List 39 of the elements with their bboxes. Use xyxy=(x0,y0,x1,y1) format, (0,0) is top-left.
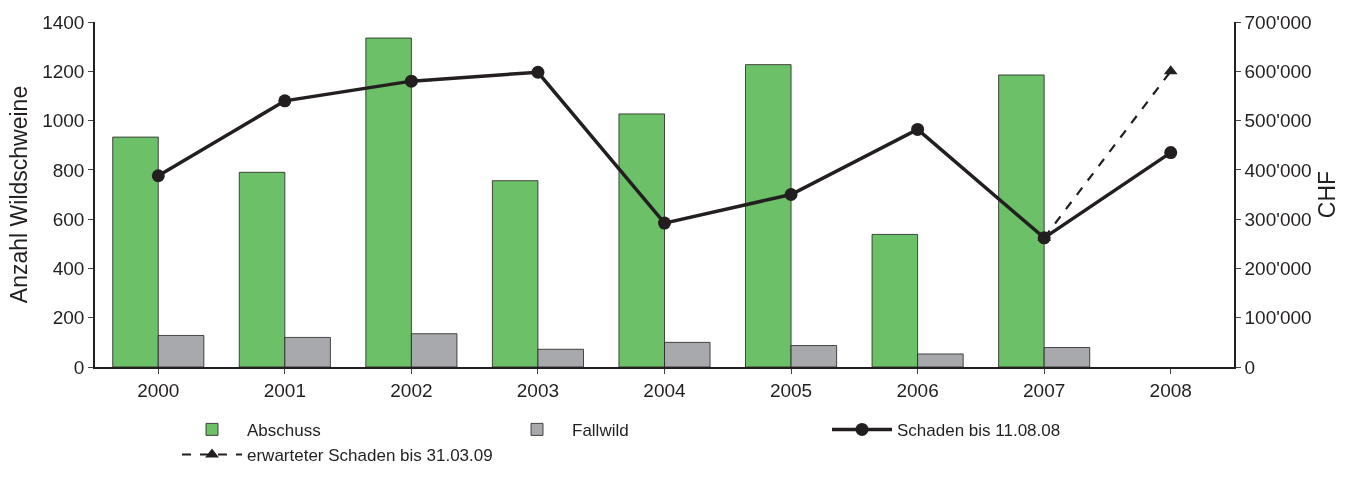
y-tick-label: 600 xyxy=(52,208,85,230)
x-tick-label: 2003 xyxy=(516,379,560,401)
y-tick-label: 0 xyxy=(73,356,85,378)
x-tick-label: 2005 xyxy=(769,379,813,401)
x-tick-label: 2002 xyxy=(390,379,433,401)
legend-label: erwarteter Schaden bis 31.03.09 xyxy=(247,446,493,466)
point xyxy=(278,94,292,108)
x-tick-label: 2006 xyxy=(896,379,939,401)
y2-tick-label: 700'000 xyxy=(1244,11,1312,33)
x-tick-label: 2000 xyxy=(137,379,180,401)
point xyxy=(658,216,671,230)
x-tick-label: 2001 xyxy=(263,379,306,401)
y-tick-label: 200 xyxy=(52,307,85,329)
y2-axis-title: CHF xyxy=(1313,170,1340,219)
y-tick-label: 1000 xyxy=(42,110,85,132)
y-tick-label: 1200 xyxy=(42,60,85,82)
point xyxy=(784,188,798,201)
y2-tick-label: 200'000 xyxy=(1244,258,1312,280)
point xyxy=(1164,146,1178,160)
y-tick-label: 800 xyxy=(52,159,85,181)
legend-label: Fallwild xyxy=(572,421,629,441)
y2-tick-label: 400'000 xyxy=(1244,159,1312,181)
y2-tick-label: 600'000 xyxy=(1244,60,1312,82)
x-tick-label: 2007 xyxy=(1023,379,1066,401)
point xyxy=(151,169,165,183)
y2-tick-label: 100'000 xyxy=(1244,307,1312,329)
x-tick-label: 2008 xyxy=(1149,379,1192,401)
point xyxy=(911,122,925,136)
y2-tick-label: 500'000 xyxy=(1244,110,1312,132)
y2-tick-label: 0 xyxy=(1244,356,1256,378)
y2-tick-label: 300'000 xyxy=(1244,208,1312,230)
legend-label: Abschuss xyxy=(247,421,321,441)
point xyxy=(404,74,418,88)
y-axis-title: Anzahl Wildschweine xyxy=(6,85,33,304)
point xyxy=(531,65,545,79)
x-tick-label: 2004 xyxy=(643,379,687,401)
legend-label: Schaden bis 11.08.08 xyxy=(897,421,1061,441)
y-tick-label: 1400 xyxy=(42,11,85,33)
y-tick-label: 400 xyxy=(52,258,85,280)
